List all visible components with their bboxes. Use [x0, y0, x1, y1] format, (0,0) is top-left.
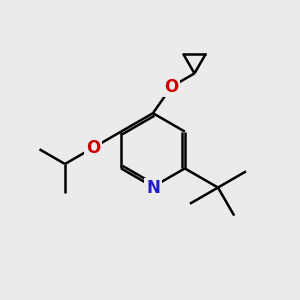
Text: O: O: [164, 78, 178, 96]
Text: N: N: [146, 179, 160, 197]
Text: O: O: [86, 139, 100, 157]
